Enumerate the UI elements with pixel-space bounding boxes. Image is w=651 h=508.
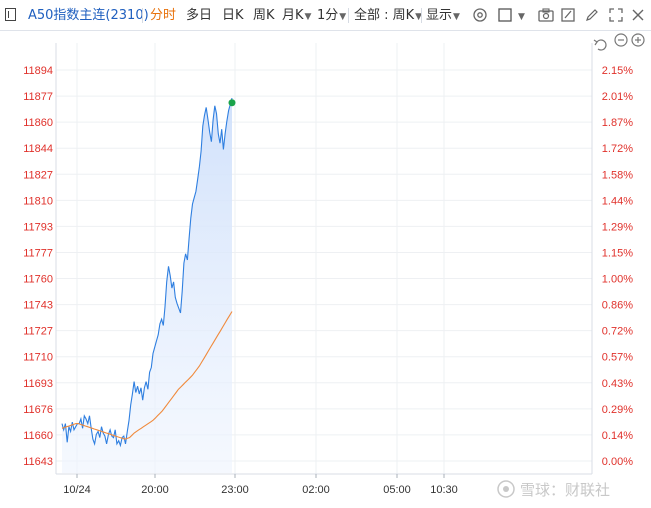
timeshare-chart[interactable]: 11894 11877 11860 11844 11827 11810 11793 11777… [0, 31, 651, 508]
stock-selector-icon[interactable] [5, 8, 16, 21]
time-tick-label: 20:00 [141, 484, 169, 496]
price-area-fill [62, 98, 232, 473]
last-price-marker [228, 99, 236, 107]
percent-axis: 2.15% 2.01% 1.87% 1.72% 1.58% 1.44% 1.29% 1.15%… [602, 65, 633, 468]
percent-tick-label: 0.86% [602, 300, 633, 312]
tab-weekly-k[interactable]: 周K [253, 8, 275, 23]
price-series [61, 97, 233, 448]
average-price-line [61, 311, 233, 440]
tab-minute-label: 1分 [317, 8, 339, 23]
settings-icon[interactable] [471, 6, 489, 24]
toolbar-divider [142, 8, 143, 23]
watermark-text: 雪球：财联社 [520, 481, 610, 499]
display-label: 显示 [426, 8, 453, 23]
tab-monthly-k[interactable]: 月K▼ [282, 7, 311, 26]
fullscreen-icon[interactable] [607, 6, 625, 24]
tab-monthly-label: 月K [282, 8, 304, 23]
last-price-marker-group [228, 99, 236, 107]
percent-tick-label: 2.15% [602, 65, 633, 77]
close-icon[interactable] [629, 6, 647, 24]
chevron-down-icon: ▼ [339, 12, 347, 22]
percent-tick-label: 0.00% [602, 456, 633, 468]
time-tick-label: 10:30 [430, 484, 458, 496]
percent-tick-label: 2.01% [602, 91, 633, 103]
price-tick-label: 11660 [23, 430, 53, 442]
pencil-icon[interactable] [583, 6, 601, 24]
snowball-logo-icon [497, 480, 515, 498]
price-tick-label: 11710 [23, 352, 53, 364]
price-tick-label: 11894 [23, 65, 53, 77]
price-tick-label: 11877 [23, 91, 53, 103]
price-tick-label: 11860 [23, 117, 53, 129]
plot-border [55, 43, 593, 475]
toolbar-divider [348, 8, 349, 23]
chart-controls [593, 33, 645, 51]
percent-tick-label: 1.72% [602, 143, 633, 155]
chevron-down-icon: ▼ [304, 12, 312, 22]
price-tick-label: 11760 [23, 274, 53, 286]
percent-tick-label: 1.87% [602, 117, 633, 129]
price-tick-label: 11727 [23, 326, 53, 338]
tab-multiday[interactable]: 多日 [186, 8, 213, 23]
percent-tick-label: 0.72% [602, 326, 633, 338]
chevron-down-icon[interactable]: ▼ [518, 12, 525, 22]
percent-tick-label: 0.43% [602, 378, 633, 390]
chevron-down-icon: ▼ [415, 12, 423, 22]
tab-daily-k[interactable]: 日K [222, 8, 244, 23]
price-axis: 11894 11877 11860 11844 11827 11810 11793 11777… [23, 65, 53, 468]
time-tick-label: 02:00 [302, 484, 330, 496]
percent-tick-label: 0.14% [602, 430, 633, 442]
price-tick-label: 11743 [23, 300, 53, 312]
time-tick-label: 23:00 [221, 484, 249, 496]
price-tick-label: 11844 [23, 143, 53, 155]
checkbox-icon[interactable] [496, 6, 514, 24]
undo-icon[interactable] [593, 39, 607, 51]
zoom-out-icon[interactable] [614, 33, 628, 47]
price-line [61, 97, 233, 448]
percent-tick-label: 0.57% [602, 352, 633, 364]
edit-note-icon[interactable] [559, 6, 577, 24]
toolbar-divider [421, 8, 422, 23]
price-tick-label: 11827 [23, 169, 53, 181]
camera-icon[interactable] [537, 6, 555, 24]
time-axis: 10/24 20:00 23:00 02:00 05:00 10:30 [63, 474, 458, 496]
subchart-label: 全部 : 周K [354, 8, 415, 23]
chevron-down-icon: ▼ [453, 12, 460, 22]
price-tick-label: 11777 [23, 247, 53, 259]
instrument-title[interactable]: A50指数主连(2310) [28, 8, 149, 23]
price-tick-label: 11693 [23, 378, 53, 390]
time-tick-label: 05:00 [383, 484, 411, 496]
tab-minute-period[interactable]: 1分▼ [317, 7, 346, 26]
subchart-selector[interactable]: 全部 : 周K▼ [354, 7, 422, 26]
price-tick-label: 11810 [23, 195, 53, 207]
tab-timeshare[interactable]: 分时 [150, 8, 177, 23]
percent-tick-label: 0.29% [602, 404, 633, 416]
price-area [62, 98, 232, 473]
watermark: 雪球：财联社 [497, 480, 610, 499]
percent-tick-label: 1.58% [602, 169, 633, 181]
price-tick-label: 11793 [23, 221, 53, 233]
chart-toolbar: A50指数主连(2310) 分时 多日 日K 周K 月K▼ 1分▼ 全部 : 周… [0, 0, 651, 31]
time-tick-label: 10/24 [63, 484, 91, 496]
price-tick-label: 11676 [23, 404, 53, 416]
display-menu[interactable]: 显示▼ [426, 7, 460, 26]
price-tick-label: 11643 [23, 456, 53, 468]
zoom-in-icon[interactable] [631, 33, 645, 47]
percent-tick-label: 1.15% [602, 247, 633, 259]
average-series [61, 311, 233, 440]
percent-tick-label: 1.00% [602, 274, 633, 286]
percent-tick-label: 1.29% [602, 221, 633, 233]
percent-tick-label: 1.44% [602, 195, 633, 207]
